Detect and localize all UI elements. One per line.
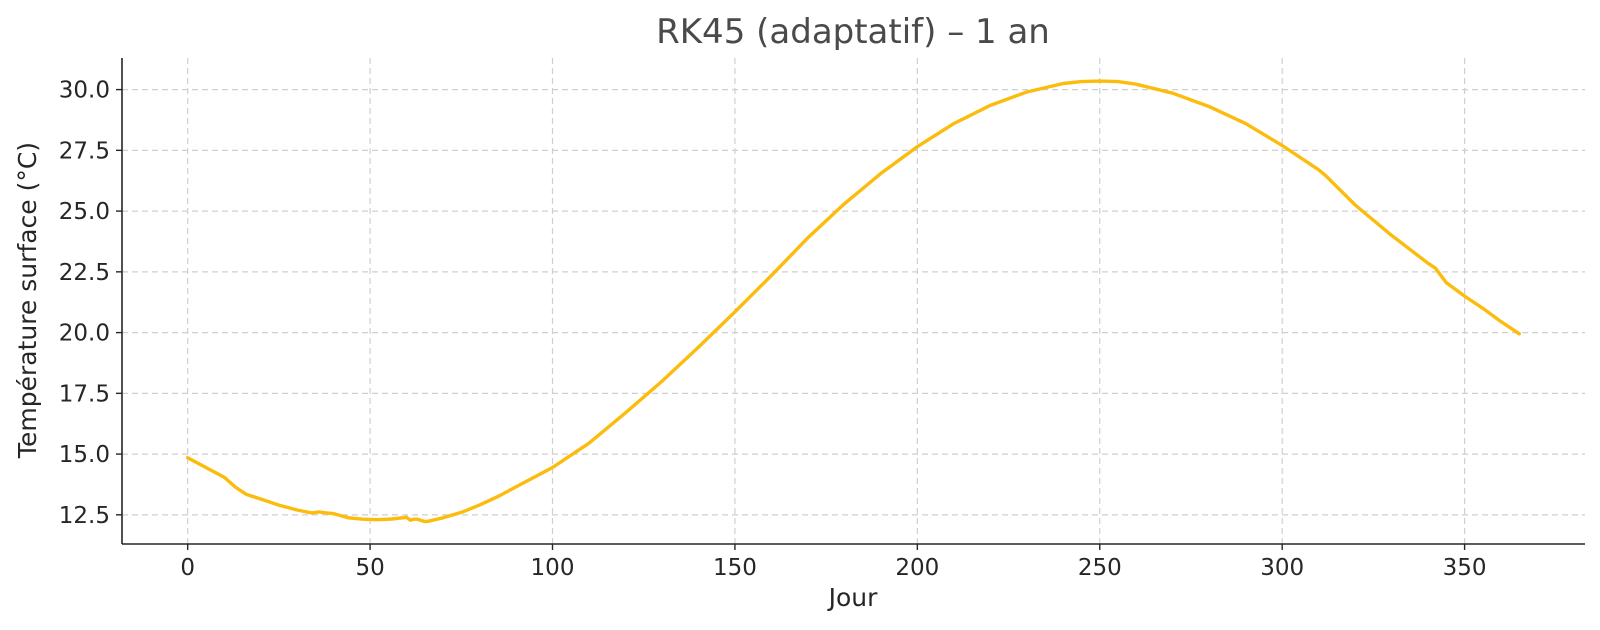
y-tick-label: 25.0 [59,199,110,225]
grid [122,58,1585,544]
x-tick-label: 150 [713,555,757,581]
y-tick-label: 17.5 [59,381,110,407]
x-tick-label: 250 [1078,555,1122,581]
y-tick-label: 15.0 [59,442,110,468]
x-tick-label: 50 [355,555,384,581]
series-line [185,79,1522,524]
y-tick-label: 30.0 [59,78,110,104]
x-axis-label: Jour [827,583,879,612]
y-tick-label: 22.5 [59,260,110,286]
x-tick-label: 200 [895,555,939,581]
x-tick-label: 300 [1260,555,1304,581]
axes: 0 50 100 150 200 250 300 350 12.5 15.0 17.5 20.0 22.… [59,58,1585,581]
series-layer [185,79,1522,524]
x-tick-label: 350 [1443,555,1487,581]
x-tick-label: 100 [531,555,575,581]
y-axis-label: Température surface (°C) [13,142,42,459]
x-tick-label: 0 [180,555,195,581]
y-tick-label: 27.5 [59,138,110,164]
y-tick-label: 20.0 [59,321,110,347]
chart-title: RK45 (adaptatif) – 1 an [656,12,1050,52]
y-tick-label: 12.5 [59,503,110,529]
